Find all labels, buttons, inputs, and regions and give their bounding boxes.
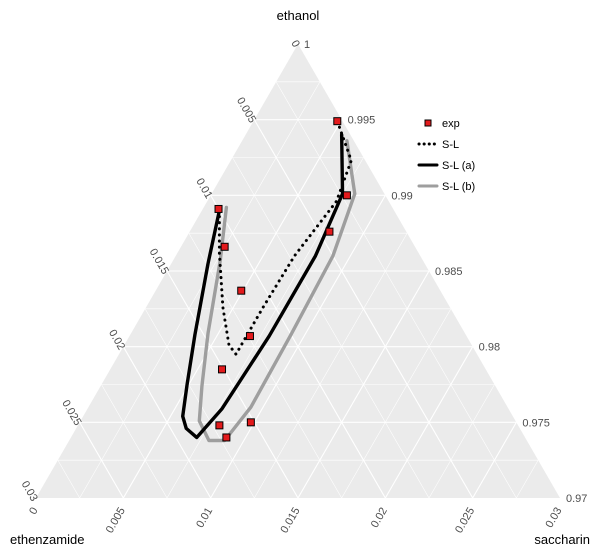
legend-item: S-L (417, 139, 459, 151)
axis-title-saccharin: saccharin (534, 532, 590, 547)
exp-point (325, 227, 334, 236)
exp-point (220, 242, 229, 251)
legend-label: exp (442, 118, 460, 130)
exp-point (342, 191, 351, 200)
tick-label-ethenzamide: 0 (288, 38, 301, 49)
tick-label-saccharin: 0.03 (543, 506, 564, 531)
tick-label-ethenzamide: 0.015 (147, 247, 171, 277)
tick-label-ethanol: 0.985 (435, 266, 463, 278)
tick-label-saccharin: 0 (27, 506, 40, 517)
tick-label-ethanol: 0.975 (522, 417, 550, 429)
axis-title-ethanol: ethanol (277, 8, 320, 23)
exp-point (215, 421, 224, 430)
legend-item: S-L (a) (417, 160, 475, 172)
tick-label-saccharin: 0.01 (194, 506, 215, 531)
exp-point (218, 365, 227, 374)
grid-line (166, 157, 364, 499)
grid-line (122, 346, 212, 499)
legend-key-point (424, 119, 432, 127)
axis-title-ethenzamide: ethenzamide (10, 532, 84, 547)
grid-line (232, 157, 430, 499)
grid-line (516, 460, 539, 499)
exp-point (214, 204, 223, 213)
grid-line (384, 346, 474, 499)
grid-line (428, 384, 495, 499)
legend-item: S-L (b) (417, 181, 475, 193)
grid-line (57, 460, 80, 499)
grid-line (79, 81, 321, 499)
grid-line (101, 384, 168, 499)
exp-point (246, 418, 255, 427)
tick-label-ethanol: 0.99 (391, 190, 412, 202)
grid-line (166, 270, 299, 499)
grid-line (254, 233, 408, 499)
exp-point (237, 286, 246, 295)
series-s-l-a (181, 133, 345, 440)
legend-item: exp (424, 118, 460, 130)
grid-line (188, 233, 342, 499)
tick-label-ethanol: 1 (304, 39, 310, 51)
grid-lines (57, 81, 539, 499)
grid-line (79, 422, 124, 499)
tick-label-saccharin: 0.005 (104, 506, 128, 536)
exp-point (245, 332, 254, 341)
exp-point (222, 433, 231, 442)
tick-label-ethenzamide: 0.025 (59, 398, 83, 428)
grid-line (275, 81, 517, 499)
tick-label-ethanol: 0.97 (566, 493, 587, 505)
tick-label-saccharin: 0.025 (453, 506, 477, 536)
legend-label: S-L (a) (442, 160, 475, 172)
grid-line (341, 308, 452, 499)
grid-line (472, 422, 517, 499)
tick-label-saccharin: 0.015 (278, 506, 302, 536)
tick-label-saccharin: 0.02 (369, 506, 390, 531)
tick-label-ethanol: 0.98 (479, 342, 500, 354)
tick-label-ethenzamide: 0.005 (234, 95, 258, 125)
legend: exp S-L S-L (a) S-L (b) (415, 110, 483, 202)
legend-label: S-L (442, 139, 459, 151)
legend-label: S-L (b) (442, 181, 475, 193)
tick-label-ethenzamide: 0.03 (19, 479, 40, 504)
exp-points (214, 117, 351, 442)
series-layer (181, 119, 357, 443)
tick-label-ethanol: 0.995 (348, 115, 376, 127)
exp-point (333, 117, 342, 126)
grid-line (297, 270, 430, 499)
series-s-l-b (197, 139, 357, 443)
